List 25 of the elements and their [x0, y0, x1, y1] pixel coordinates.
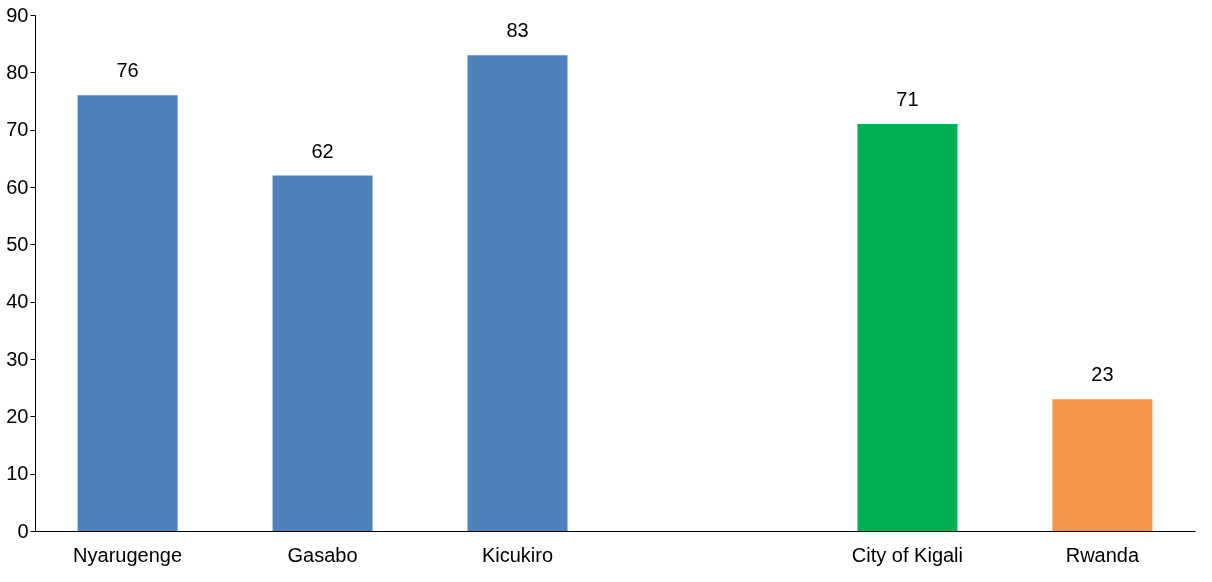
bar	[1052, 399, 1153, 531]
y-tick-label: 30	[6, 347, 29, 370]
x-tick-label: Rwanda	[1065, 543, 1140, 566]
bar	[467, 55, 568, 531]
bar	[857, 123, 958, 531]
y-tick-label: 20	[6, 404, 29, 427]
bar	[272, 175, 373, 531]
data-label: 76	[116, 59, 139, 82]
y-tick-label: 50	[6, 232, 29, 255]
data-label: 62	[311, 139, 334, 162]
y-tick-label: 40	[6, 290, 29, 313]
y-tick-label: 90	[6, 3, 29, 26]
data-label: 71	[896, 87, 919, 110]
y-tick-label: 70	[6, 118, 29, 141]
y-tick-label: 0	[17, 519, 29, 542]
y-tick-label: 60	[6, 175, 29, 198]
bar	[77, 95, 178, 531]
y-tick-label: 10	[6, 462, 29, 485]
x-tick-label: City of Kigali	[851, 543, 964, 566]
y-tick-label: 80	[6, 60, 29, 83]
x-tick-label: Nyarugenge	[73, 543, 183, 566]
data-label: 23	[1091, 363, 1114, 386]
data-label: 83	[506, 19, 529, 42]
x-tick-label: Kicukiro	[481, 543, 554, 566]
x-tick-label: Gasabo	[287, 543, 358, 566]
